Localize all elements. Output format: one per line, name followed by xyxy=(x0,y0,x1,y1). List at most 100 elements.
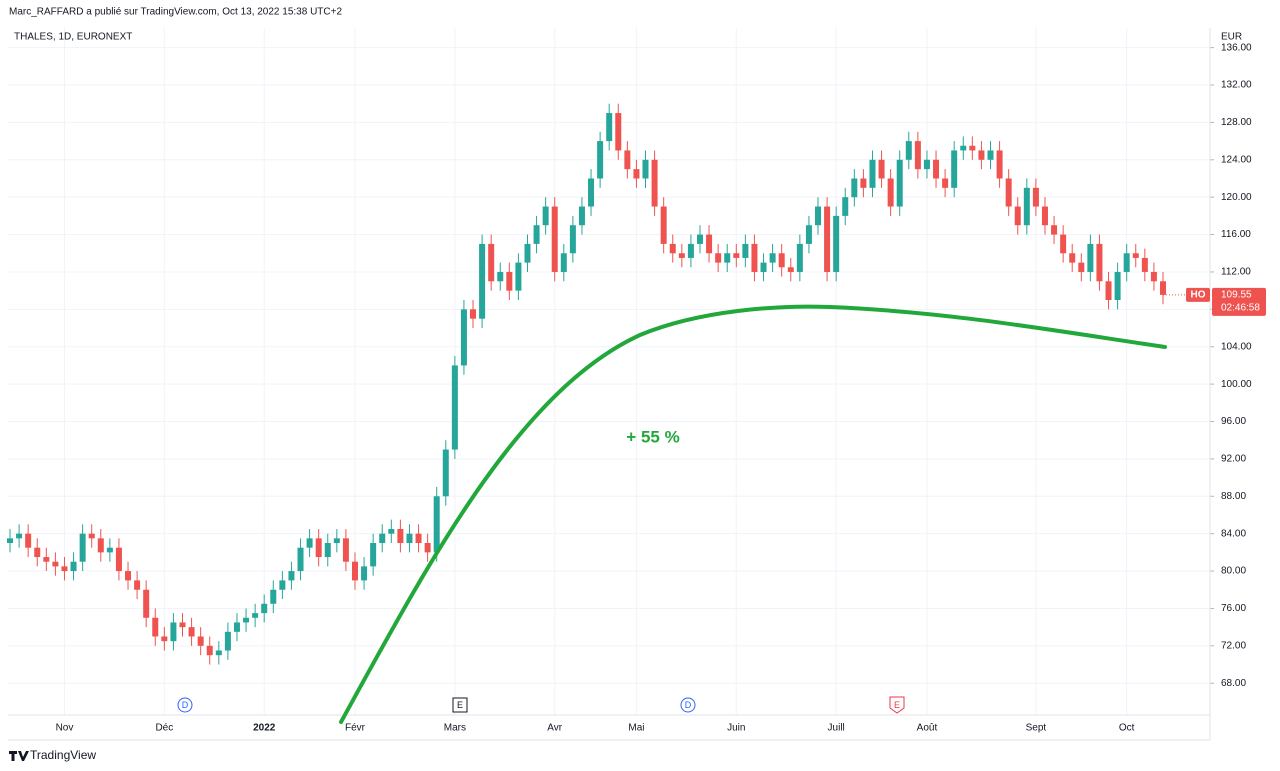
candle-body xyxy=(315,538,322,558)
x-tick-label: Mai xyxy=(628,723,644,734)
y-tick-label: 128.00 xyxy=(1221,117,1252,128)
y-tick-label: 80.00 xyxy=(1221,566,1246,577)
x-tick-label: Août xyxy=(917,723,938,734)
y-tick-label: 124.00 xyxy=(1221,154,1252,165)
y-tick-label: 120.00 xyxy=(1221,192,1252,203)
candle-body xyxy=(851,178,858,198)
candle-body xyxy=(515,262,522,291)
candle-body xyxy=(751,243,758,272)
candle-body xyxy=(7,538,13,544)
candle-body xyxy=(34,547,41,558)
candle-body xyxy=(923,159,930,170)
candle-body xyxy=(896,159,903,207)
candle-body xyxy=(1060,234,1067,254)
candle-body xyxy=(778,253,785,268)
candle-body xyxy=(161,636,168,642)
y-tick-label: 104.00 xyxy=(1221,341,1252,352)
symbol-label: THALES, 1D, EURONEXT xyxy=(14,32,132,43)
candle-body xyxy=(1087,243,1094,272)
x-tick-label: Sept xyxy=(1026,723,1047,734)
candle-body xyxy=(715,253,722,263)
candle-body xyxy=(1005,178,1012,207)
candle-body xyxy=(206,645,213,656)
candle-body xyxy=(624,150,631,170)
candles xyxy=(7,103,1166,665)
candle-body xyxy=(43,557,50,562)
candle-body xyxy=(1114,271,1121,300)
candle-body xyxy=(497,271,504,282)
candle-body xyxy=(170,622,177,642)
candle-body xyxy=(451,365,458,450)
y-tick-label: 100.00 xyxy=(1221,379,1252,390)
candle-body xyxy=(115,547,122,572)
x-tick-label: Juill xyxy=(828,723,845,734)
candle-body xyxy=(470,309,477,319)
candle-body xyxy=(424,543,431,553)
candle-body xyxy=(25,533,32,548)
y-tick-label: 84.00 xyxy=(1221,528,1246,539)
candle-body xyxy=(16,533,23,539)
candle-body xyxy=(397,528,404,544)
candle-body xyxy=(578,206,585,226)
candle-body xyxy=(152,617,159,637)
y-tick-label: 96.00 xyxy=(1221,416,1246,427)
candle-body xyxy=(442,449,449,497)
candle-body xyxy=(542,206,549,226)
candle-body xyxy=(842,197,849,216)
candle-body xyxy=(243,617,250,623)
candle-body xyxy=(433,496,440,553)
candle-body xyxy=(687,243,694,258)
y-tick-label: 136.00 xyxy=(1221,42,1252,53)
candle-body xyxy=(270,589,277,604)
candle-body xyxy=(678,253,685,258)
candle-body xyxy=(878,159,885,179)
candle-body xyxy=(1150,271,1157,282)
footer-brand: TradingView xyxy=(30,748,96,762)
candle-body xyxy=(224,631,231,651)
y-tick-label: 112.00 xyxy=(1221,267,1251,278)
candle-body xyxy=(106,547,113,553)
symbol-tag-bg xyxy=(1186,287,1210,302)
candle-body xyxy=(351,561,358,581)
x-tick-label: Févr xyxy=(345,723,366,734)
candle-body xyxy=(261,603,268,614)
event-label: E xyxy=(894,700,900,710)
candle-body xyxy=(379,533,386,544)
candle-body xyxy=(125,571,132,581)
candle-body xyxy=(815,206,822,226)
y-tick-label: 132.00 xyxy=(1221,80,1252,91)
candle-body xyxy=(615,113,622,151)
event-marker xyxy=(680,697,696,713)
candle-body xyxy=(551,206,558,272)
symbol-tag: HO xyxy=(1191,289,1206,300)
candle-body xyxy=(633,169,640,179)
candle-body xyxy=(1069,253,1076,263)
candle-body xyxy=(588,178,595,207)
candle-body xyxy=(361,566,368,581)
y-tick-label: 76.00 xyxy=(1221,603,1246,614)
event-marker xyxy=(889,696,905,714)
candle-body xyxy=(52,561,59,567)
candle-body xyxy=(642,159,649,179)
candle-body xyxy=(996,150,1003,179)
x-tick-label: Nov xyxy=(56,723,74,734)
candle-body xyxy=(1051,225,1058,235)
candle-body xyxy=(406,533,413,544)
event-label: D xyxy=(685,700,692,710)
candle-body xyxy=(252,613,259,618)
candle-body xyxy=(88,533,95,539)
tradingview-logo: TradingView xyxy=(9,748,96,762)
countdown: 02:46:58 xyxy=(1221,302,1260,313)
candle-body xyxy=(1160,281,1166,295)
candle-body xyxy=(805,225,812,244)
candle-body xyxy=(333,538,340,544)
candle-body xyxy=(942,178,949,188)
candle-body xyxy=(560,253,567,272)
candle-body xyxy=(933,159,940,179)
y-tick-label: 116.00 xyxy=(1221,229,1251,240)
candle-body xyxy=(288,571,295,581)
candle-body xyxy=(506,271,513,291)
candle-body xyxy=(460,309,467,366)
x-tick-label: 2022 xyxy=(253,723,276,734)
